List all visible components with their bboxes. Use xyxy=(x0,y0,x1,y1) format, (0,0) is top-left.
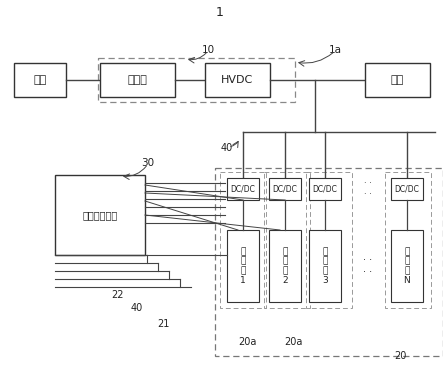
Bar xyxy=(227,178,259,200)
Text: 20: 20 xyxy=(394,351,406,361)
Bar xyxy=(309,230,341,302)
Bar xyxy=(55,175,145,255)
Text: 1: 1 xyxy=(216,6,224,19)
Bar xyxy=(269,178,301,200)
Text: 电
池
组
N: 电 池 组 N xyxy=(404,247,410,285)
Bar xyxy=(269,230,301,302)
Bar xyxy=(215,168,443,356)
Bar xyxy=(309,178,341,200)
Text: 40: 40 xyxy=(221,143,233,153)
Text: 20a: 20a xyxy=(284,337,302,347)
Bar xyxy=(227,230,259,302)
Bar xyxy=(98,58,295,102)
Bar xyxy=(391,230,423,302)
Text: 20a: 20a xyxy=(238,337,256,347)
Text: DC/DC: DC/DC xyxy=(230,184,256,194)
Text: 30: 30 xyxy=(141,158,155,168)
Text: DC/DC: DC/DC xyxy=(313,184,338,194)
Bar xyxy=(220,172,266,308)
Text: 负载: 负载 xyxy=(391,75,404,85)
Bar xyxy=(100,63,175,97)
Text: 1a: 1a xyxy=(329,45,342,55)
Text: DC/DC: DC/DC xyxy=(395,184,420,194)
Bar xyxy=(306,172,352,308)
Bar xyxy=(385,172,431,308)
Text: 市电: 市电 xyxy=(33,75,47,85)
Text: 40: 40 xyxy=(131,303,143,313)
Bar xyxy=(391,178,423,200)
Text: · ·
· ·: · · · · xyxy=(364,179,372,199)
Text: HVDC: HVDC xyxy=(222,75,254,85)
Bar xyxy=(365,63,430,97)
Text: DC/DC: DC/DC xyxy=(272,184,297,194)
Bar xyxy=(264,172,310,308)
Text: 变压器: 变压器 xyxy=(128,75,148,85)
Text: · ·
· ·: · · · · xyxy=(363,255,373,277)
Text: 电
池
组
3: 电 池 组 3 xyxy=(322,247,328,285)
Bar xyxy=(205,63,270,97)
Text: 21: 21 xyxy=(157,319,169,329)
Text: 22: 22 xyxy=(112,290,124,300)
Text: 电
池
组
1: 电 池 组 1 xyxy=(240,247,246,285)
Text: 10: 10 xyxy=(202,45,214,55)
Text: 电
池
组
2: 电 池 组 2 xyxy=(282,247,288,285)
Bar xyxy=(14,63,66,97)
Text: 电池管理中心: 电池管理中心 xyxy=(82,210,118,220)
